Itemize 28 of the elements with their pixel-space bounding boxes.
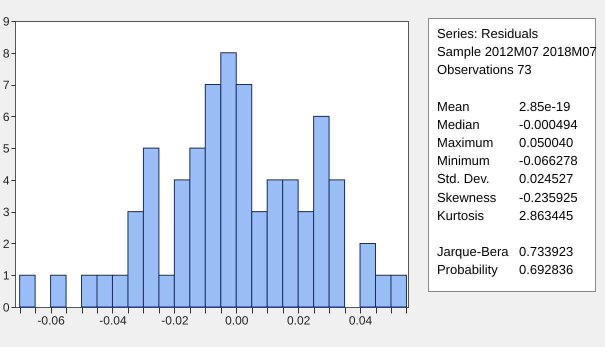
y-tick-label: 8: [2, 46, 10, 60]
text: Probability 0.692836: [437, 262, 574, 278]
y-tick-label: 9: [2, 14, 10, 28]
y-tick-label: 4: [2, 173, 10, 188]
text: Kurtosis 2.863445: [437, 208, 574, 223]
y-tick-label: 1: [2, 268, 10, 283]
y-tick-label: 2: [2, 236, 10, 251]
y-tick-label: 7: [2, 78, 10, 92]
text: Median -0.000494: [437, 116, 578, 132]
text: Minimum -0.066278: [437, 153, 578, 168]
text: Skewness -0.235925: [437, 190, 578, 205]
text: Sample 2012M07 2018M07: [437, 43, 597, 62]
text: Series: Residuals: [437, 25, 540, 43]
text: Jarque-Bera 0.733923: [437, 243, 574, 262]
text: Maximum 0.050040: [437, 135, 574, 150]
y-tick-label: 5: [2, 142, 10, 156]
x-tick-label: 0.00: [225, 314, 249, 328]
x-tick-label: -0.02: [161, 314, 189, 328]
x-tick-label: -0.06: [37, 314, 66, 328]
x-tick-label: -0.04: [99, 314, 127, 328]
y-tick-label: 6: [2, 110, 10, 124]
text: Observations 73: [437, 61, 533, 80]
y-tick-label: 3: [2, 205, 10, 220]
x-tick-label: 0.02: [286, 314, 311, 328]
y-tick-label: 0: [2, 300, 10, 314]
text: Std. Dev. 0.024527: [437, 171, 574, 186]
x-tick-label: 0.04: [348, 314, 373, 328]
text: Mean 2.85e-19: [437, 98, 570, 114]
